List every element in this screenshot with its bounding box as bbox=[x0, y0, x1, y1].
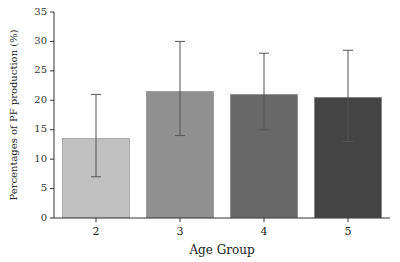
y-tick-label: 30 bbox=[34, 35, 47, 46]
x-tick-label: 5 bbox=[345, 225, 352, 238]
error-stem bbox=[180, 41, 181, 135]
error-stem bbox=[348, 50, 349, 141]
error-stem bbox=[264, 53, 265, 130]
x-tick-label: 2 bbox=[93, 225, 100, 238]
y-tick bbox=[50, 12, 54, 13]
plot-area bbox=[62, 41, 381, 218]
error-cap bbox=[259, 53, 269, 54]
x-tick bbox=[348, 218, 349, 222]
error-cap bbox=[175, 41, 185, 42]
y-tick bbox=[50, 41, 54, 42]
y-tick bbox=[50, 70, 54, 71]
y-tick bbox=[50, 100, 54, 101]
x-tick bbox=[264, 218, 265, 222]
x-tick-label: 3 bbox=[177, 225, 184, 238]
chart-container: 0 5 10 15 20 25 30 35 2 3 4 5 Age Group Percentages o… bbox=[0, 0, 400, 262]
error-bar bbox=[343, 50, 353, 141]
y-tick bbox=[50, 218, 54, 219]
error-cap bbox=[91, 176, 101, 177]
y-axis-label: Percentages of PF production (%) bbox=[8, 29, 19, 200]
y-tick-label: 5 bbox=[41, 182, 47, 193]
x-axis-line bbox=[54, 218, 390, 219]
error-stem bbox=[96, 94, 97, 176]
y-tick-label: 10 bbox=[34, 153, 47, 164]
y-tick bbox=[50, 129, 54, 130]
x-tick bbox=[96, 218, 97, 222]
x-axis-label: Age Group bbox=[188, 243, 255, 257]
chart-svg: 0 5 10 15 20 25 30 35 2 3 4 5 Age Group Percentages o… bbox=[0, 0, 400, 262]
y-tick-label: 35 bbox=[34, 6, 47, 17]
error-cap bbox=[175, 135, 185, 136]
y-tick bbox=[50, 159, 54, 160]
error-cap bbox=[91, 94, 101, 95]
error-bar bbox=[175, 41, 185, 135]
y-tick-label: 25 bbox=[34, 64, 47, 75]
x-tick-label: 4 bbox=[261, 225, 268, 238]
x-tick bbox=[180, 218, 181, 222]
error-cap bbox=[259, 129, 269, 130]
error-cap bbox=[343, 141, 353, 142]
y-axis-line bbox=[54, 12, 55, 218]
y-tick-label: 20 bbox=[34, 94, 47, 105]
y-tick bbox=[50, 188, 54, 189]
error-bar bbox=[259, 53, 269, 130]
y-tick-label: 0 bbox=[41, 212, 47, 223]
error-bar bbox=[91, 94, 101, 176]
y-tick-label: 15 bbox=[34, 123, 47, 134]
error-cap bbox=[343, 50, 353, 51]
